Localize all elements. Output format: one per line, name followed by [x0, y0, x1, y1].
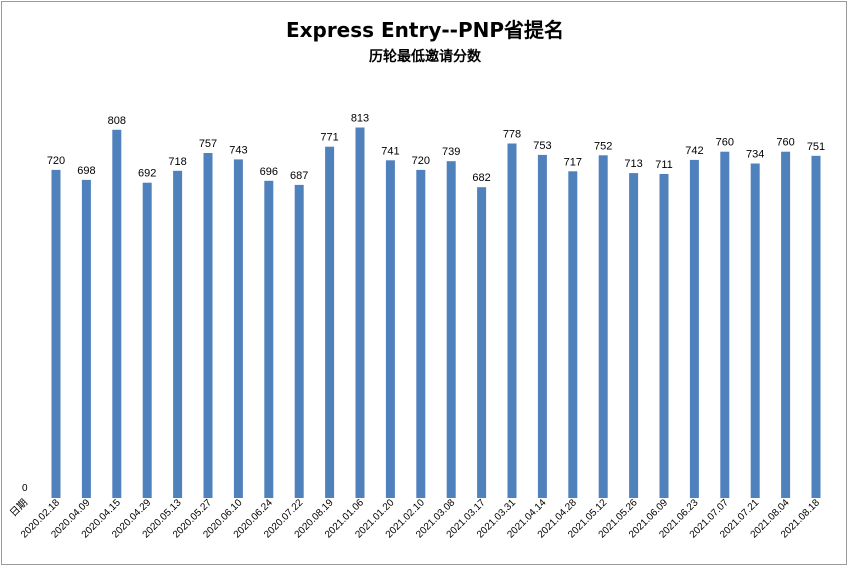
value-label-2021.08.18: 751: [807, 141, 825, 153]
chart-title: Express Entry--PNP省提名: [285, 18, 565, 42]
value-label-2021.01.20: 741: [381, 145, 399, 157]
chart-subtitle: 历轮最低邀请分数: [369, 49, 481, 65]
value-label-2021.01.06: 813: [351, 113, 369, 125]
value-label-2021.05.12: 752: [594, 140, 612, 152]
value-label-2021.06.23: 742: [685, 145, 703, 157]
value-label-2020.04.09: 698: [77, 165, 95, 177]
value-label-2021.05.26: 713: [624, 158, 642, 170]
bar-2020.04.29: [142, 182, 152, 498]
bar-2020.06.10: [233, 159, 243, 498]
x-axis-first-label: 日期: [7, 497, 30, 520]
value-label-2021.08.04: 760: [776, 137, 794, 149]
value-label-2021.07.07: 760: [716, 137, 734, 149]
bar-2020.08.19: [325, 146, 335, 498]
bar-2021.01.20: [385, 160, 395, 499]
bar-2021.01.06: [355, 127, 365, 498]
bar-2021.03.17: [477, 187, 487, 498]
bar-2021.05.12: [598, 155, 608, 499]
value-label-2021.03.31: 778: [503, 129, 521, 141]
bar-2020.05.27: [203, 153, 213, 498]
bar-2020.04.09: [81, 179, 91, 498]
bar-2021.05.26: [629, 173, 639, 498]
value-label-2020.04.29: 692: [138, 168, 156, 180]
value-label-2020.05.27: 757: [199, 138, 217, 150]
value-label-2021.04.14: 753: [533, 140, 551, 152]
y-zero-label: 0: [22, 483, 28, 494]
value-label-2021.03.17: 682: [472, 172, 490, 184]
bar-2021.06.23: [689, 159, 699, 498]
value-labels-group: 720 698 808 692 718 757 743 696 687 771 813 741 720 7…: [47, 113, 825, 185]
bar-2021.07.07: [720, 151, 730, 498]
value-label-2021.04.28: 717: [564, 156, 582, 168]
value-label-2021.06.09: 711: [655, 159, 673, 171]
value-label-2020.05.13: 718: [168, 156, 186, 168]
value-label-2020.06.24: 696: [260, 166, 278, 178]
value-label-2021.03.08: 739: [442, 146, 460, 158]
bar-2021.02.10: [416, 169, 426, 498]
bar-2021.03.08: [446, 161, 456, 498]
value-label-2021.02.10: 720: [412, 155, 430, 167]
bar-2021.08.04: [781, 151, 791, 498]
value-label-2020.04.15: 808: [108, 115, 126, 127]
bar-2021.04.14: [537, 154, 547, 498]
value-label-2020.08.19: 771: [320, 132, 338, 144]
bar-2020.07.22: [294, 184, 304, 498]
bar-2021.07.21: [750, 163, 760, 498]
x-tick-labels-group: 2020.02.182020.04.092020.04.152020.04.29…: [19, 497, 822, 540]
bar-2020.04.15: [112, 129, 122, 499]
value-label-2020.06.10: 743: [229, 144, 247, 156]
bar-2021.08.18: [811, 155, 821, 499]
bar-2020.06.24: [264, 180, 274, 499]
bar-2020.02.18: [51, 169, 61, 498]
value-label-2020.02.18: 720: [47, 155, 65, 167]
value-label-2021.07.21: 734: [746, 149, 764, 161]
value-label-2020.07.22: 687: [290, 170, 308, 182]
bar-2021.04.28: [568, 171, 578, 499]
bar-2020.05.13: [173, 170, 183, 499]
bar-2021.03.31: [507, 143, 517, 498]
bar-2021.06.09: [659, 174, 669, 498]
bars-group: [51, 127, 821, 499]
